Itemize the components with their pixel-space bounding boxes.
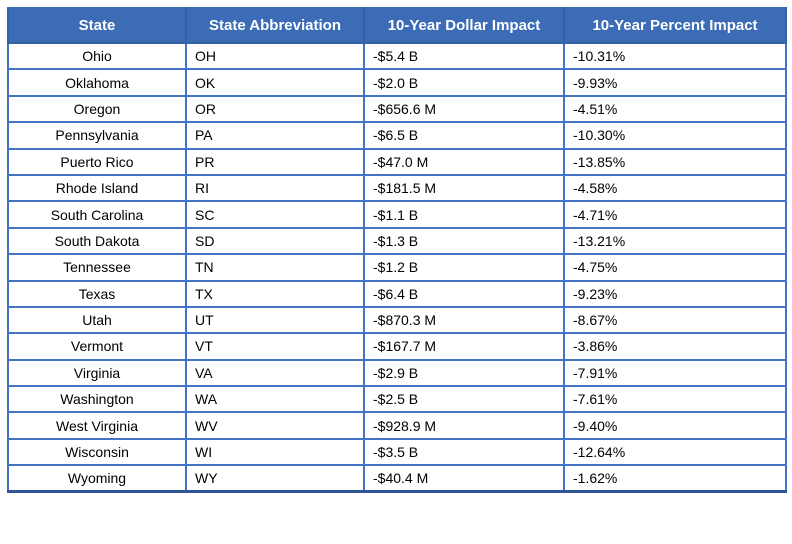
cell-state-abbreviation: WA [185,385,365,414]
cell-state: Puerto Rico [7,147,187,176]
cell-dollar-impact: -$656.6 M [363,94,565,124]
table-body: Ohio OH -$5.4 B -10.31% Oklahoma OK -$2.0 B -9.… [7,41,787,493]
cell-percent-impact: -3.86% [563,332,787,361]
cell-percent-impact: -8.67% [563,305,787,335]
table-row: Puerto Rico PR -$47.0 M -13.85% [7,147,787,176]
table-row: Tennessee TN -$1.2 B -4.75% [7,253,787,282]
cell-percent-impact: -7.91% [563,358,787,388]
table-row: West Virginia WV -$928.9 M -9.40% [7,411,787,440]
cell-state: Texas [7,279,187,308]
cell-dollar-impact: -$5.4 B [363,41,565,71]
cell-state: Rhode Island [7,173,187,203]
table-row: Washington WA -$2.5 B -7.61% [7,385,787,414]
cell-state: Virginia [7,358,187,388]
cell-state: South Carolina [7,200,187,229]
cell-state-abbreviation: PR [185,147,365,176]
cell-state-abbreviation: SD [185,226,365,256]
cell-state: Washington [7,385,187,414]
cell-percent-impact: -4.58% [563,173,787,203]
cell-dollar-impact: -$6.4 B [363,279,565,308]
cell-state-abbreviation: PA [185,121,365,150]
table-header: State State Abbreviation 10-Year Dollar … [7,7,787,44]
table-row: Oklahoma OK -$2.0 B -9.93% [7,68,787,97]
cell-state-abbreviation: UT [185,305,365,335]
cell-percent-impact: -12.64% [563,437,787,467]
cell-dollar-impact: -$1.2 B [363,253,565,282]
cell-state: Pennsylvania [7,121,187,150]
cell-percent-impact: -7.61% [563,385,787,414]
cell-percent-impact: -4.71% [563,200,787,229]
column-header-percent-impact: 10-Year Percent Impact [563,7,787,44]
cell-percent-impact: -4.75% [563,253,787,282]
cell-state-abbreviation: OK [185,68,365,97]
column-header-state: State [7,7,187,44]
column-header-state-abbreviation: State Abbreviation [185,7,365,44]
cell-state-abbreviation: TN [185,253,365,282]
table-row: Pennsylvania PA -$6.5 B -10.30% [7,121,787,150]
cell-dollar-impact: -$2.0 B [363,68,565,97]
cell-dollar-impact: -$6.5 B [363,121,565,150]
cell-dollar-impact: -$1.1 B [363,200,565,229]
column-header-dollar-impact: 10-Year Dollar Impact [363,7,565,44]
cell-percent-impact: -1.62% [563,464,787,493]
table-row: Utah UT -$870.3 M -8.67% [7,305,787,335]
table-row: Ohio OH -$5.4 B -10.31% [7,41,787,71]
cell-percent-impact: -13.85% [563,147,787,176]
cell-state: Ohio [7,41,187,71]
cell-percent-impact: -13.21% [563,226,787,256]
table-row: Oregon OR -$656.6 M -4.51% [7,94,787,124]
cell-state-abbreviation: OH [185,41,365,71]
cell-dollar-impact: -$870.3 M [363,305,565,335]
cell-percent-impact: -10.30% [563,121,787,150]
cell-state-abbreviation: WI [185,437,365,467]
cell-state-abbreviation: WV [185,411,365,440]
cell-state-abbreviation: VT [185,332,365,361]
cell-state-abbreviation: OR [185,94,365,124]
cell-dollar-impact: -$181.5 M [363,173,565,203]
table-header-row: State State Abbreviation 10-Year Dollar … [7,7,787,44]
cell-state: Wyoming [7,464,187,493]
table-row: Wisconsin WI -$3.5 B -12.64% [7,437,787,467]
table-row: Virginia VA -$2.9 B -7.91% [7,358,787,388]
cell-state: South Dakota [7,226,187,256]
cell-dollar-impact: -$2.9 B [363,358,565,388]
table-row: South Dakota SD -$1.3 B -13.21% [7,226,787,256]
cell-state-abbreviation: RI [185,173,365,203]
cell-dollar-impact: -$1.3 B [363,226,565,256]
cell-state: Tennessee [7,253,187,282]
cell-state-abbreviation: TX [185,279,365,308]
table-row: Texas TX -$6.4 B -9.23% [7,279,787,308]
table-row: Vermont VT -$167.7 M -3.86% [7,332,787,361]
cell-percent-impact: -9.93% [563,68,787,97]
state-impact-table: State State Abbreviation 10-Year Dollar … [7,7,787,494]
cell-dollar-impact: -$40.4 M [363,464,565,493]
cell-state: West Virginia [7,411,187,440]
table-row: Rhode Island RI -$181.5 M -4.58% [7,173,787,203]
cell-percent-impact: -9.23% [563,279,787,308]
cell-state-abbreviation: VA [185,358,365,388]
cell-state: Wisconsin [7,437,187,467]
cell-dollar-impact: -$3.5 B [363,437,565,467]
table-row: South Carolina SC -$1.1 B -4.71% [7,200,787,229]
cell-percent-impact: -9.40% [563,411,787,440]
cell-dollar-impact: -$47.0 M [363,147,565,176]
cell-dollar-impact: -$167.7 M [363,332,565,361]
cell-dollar-impact: -$2.5 B [363,385,565,414]
cell-dollar-impact: -$928.9 M [363,411,565,440]
cell-state: Oregon [7,94,187,124]
table-row: Wyoming WY -$40.4 M -1.62% [7,464,787,493]
cell-state: Vermont [7,332,187,361]
cell-percent-impact: -10.31% [563,41,787,71]
cell-state-abbreviation: WY [185,464,365,493]
cell-state: Utah [7,305,187,335]
cell-state-abbreviation: SC [185,200,365,229]
cell-state: Oklahoma [7,68,187,97]
cell-percent-impact: -4.51% [563,94,787,124]
